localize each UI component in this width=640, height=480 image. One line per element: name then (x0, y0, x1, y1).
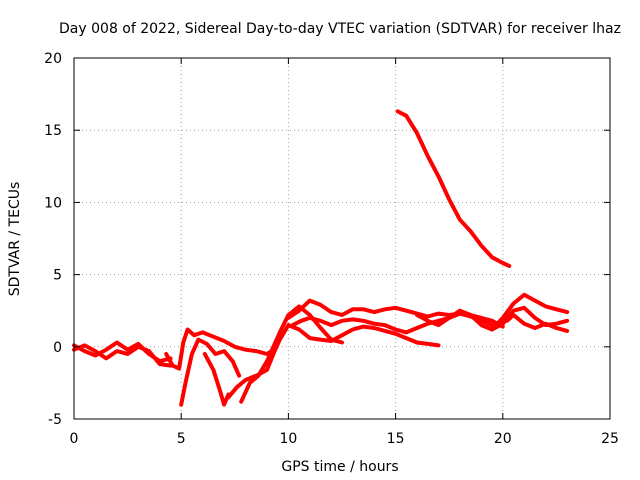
x-tick-label: 25 (601, 431, 619, 447)
series-line-sat-m (395, 109, 512, 268)
y-tick-label: 10 (44, 195, 62, 211)
plot-frame (73, 57, 611, 420)
grid-lines (74, 58, 610, 419)
x-tick-label: 0 (70, 431, 79, 447)
series-line-sat-i (290, 311, 495, 335)
y-tick-label: 5 (53, 268, 62, 284)
y-tick-label: 20 (44, 51, 62, 67)
series-line-sat-l (505, 313, 570, 333)
axis-ticks: 0 5 10 15 20 25 -5 0 5 10 15 20 (44, 51, 619, 447)
y-tick-label: 0 (53, 340, 62, 356)
series-line-sat-b (72, 343, 173, 368)
chart-title: Day 008 of 2022, Sidereal Day-to-day VTE… (59, 21, 621, 37)
series-line-sat-g (239, 304, 344, 404)
x-tick-label: 5 (177, 431, 186, 447)
series-line-sat-k (490, 305, 570, 332)
y-axis-label: SDTVAR / TECUs (7, 182, 23, 297)
y-tick-label: -5 (48, 412, 62, 428)
series-line-sat-d (179, 337, 242, 407)
x-tick-label: 10 (279, 431, 297, 447)
series-line-sat-f (226, 323, 441, 400)
x-axis-label: GPS time / hours (281, 459, 398, 475)
series-line-sat-e (202, 352, 231, 407)
series-line-sat-c (164, 327, 276, 371)
x-tick-label: 20 (494, 431, 512, 447)
series-lines (72, 109, 570, 407)
y-tick-label: 15 (44, 123, 62, 139)
x-tick-label: 15 (387, 431, 405, 447)
